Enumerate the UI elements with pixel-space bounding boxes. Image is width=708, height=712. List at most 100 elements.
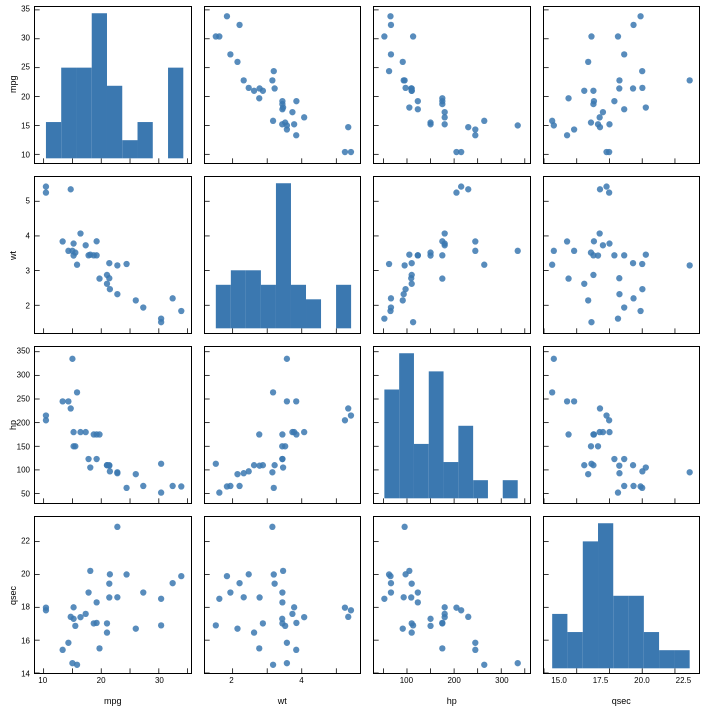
- scatter-point: [606, 121, 612, 127]
- scatter-point: [69, 248, 75, 254]
- scatter-point: [639, 286, 645, 292]
- scatter-point: [388, 51, 394, 57]
- scatter-point: [74, 389, 80, 395]
- scatter-point: [629, 462, 635, 468]
- scatter-point: [642, 251, 648, 257]
- scatter-qsec-vs-wt: [205, 517, 361, 673]
- scatter-point: [236, 483, 242, 489]
- scatter-point: [140, 304, 146, 310]
- scatter-point: [415, 589, 421, 595]
- hist-bar: [444, 462, 459, 498]
- scatter-point: [596, 186, 602, 192]
- scatter-point: [616, 462, 622, 468]
- scatter-point: [637, 13, 643, 19]
- scatter-point: [442, 109, 448, 115]
- hist-bar: [336, 285, 351, 329]
- scatter-point: [563, 238, 569, 244]
- xtick-label: 20.0: [634, 676, 650, 685]
- scatter-point: [104, 620, 110, 626]
- ticks: [205, 10, 336, 163]
- xtick-label: 20: [97, 676, 106, 685]
- hist-bar: [458, 426, 473, 499]
- scatter-point: [594, 121, 600, 127]
- scatter-point: [472, 640, 478, 646]
- scatter-point: [621, 456, 627, 462]
- scatter-point: [293, 132, 299, 138]
- scatter-point: [515, 660, 521, 666]
- scatter-point: [611, 456, 617, 462]
- scatter-point: [69, 660, 75, 666]
- scatter-point: [603, 412, 609, 418]
- scatter-point: [605, 189, 611, 195]
- scatter-point: [269, 389, 275, 395]
- hist-bar: [384, 390, 399, 499]
- scatter-point: [427, 616, 433, 622]
- hist-bar: [290, 285, 305, 329]
- scatter-point: [458, 183, 464, 189]
- scatter-point: [106, 260, 112, 266]
- scatter-point: [283, 122, 289, 128]
- scatter-point: [386, 261, 392, 267]
- scatter-point: [549, 389, 555, 395]
- scatter-point: [114, 291, 120, 297]
- hist-bar: [215, 285, 230, 329]
- scatter-point: [70, 604, 76, 610]
- scatter-point: [93, 456, 99, 462]
- xtick-label: 4: [299, 676, 303, 685]
- scatter-point: [271, 462, 277, 468]
- scatter-point: [212, 622, 218, 628]
- scatter-point: [415, 252, 421, 258]
- scatter-point: [85, 252, 91, 258]
- scatter-point: [69, 356, 75, 362]
- scatter-point: [439, 252, 445, 258]
- scatter-point: [240, 594, 246, 600]
- hist-bar: [245, 270, 260, 328]
- scatter-point: [279, 599, 285, 605]
- scatter-point: [140, 483, 146, 489]
- scatter-point: [96, 275, 102, 281]
- scatter-point: [93, 252, 99, 258]
- scatter-point: [347, 607, 353, 613]
- scatter-point: [402, 571, 408, 577]
- scatter-point: [408, 275, 414, 281]
- scatter-point: [133, 625, 139, 631]
- scatter-point: [345, 124, 351, 130]
- scatter-point: [565, 275, 571, 281]
- ytick-label: 250: [14, 394, 30, 403]
- scatter-point: [442, 611, 448, 617]
- scatter-point: [158, 461, 164, 467]
- hist-bar: [613, 596, 628, 669]
- scatter-point: [570, 126, 576, 132]
- ticks: [374, 201, 525, 333]
- scatter-wt-vs-mpg: [35, 177, 191, 333]
- scatter-point: [381, 33, 387, 39]
- scatter-point: [341, 417, 347, 423]
- scatter-point: [639, 468, 645, 474]
- scatter-point: [594, 443, 600, 449]
- scatter-point: [216, 596, 222, 602]
- ytick-label: 5: [14, 196, 30, 205]
- scatter-point: [93, 238, 99, 244]
- scatter-point: [289, 109, 295, 115]
- scatter-point: [227, 483, 233, 489]
- scatter-point: [106, 275, 112, 281]
- hist-bar: [76, 68, 91, 159]
- scatter-point: [114, 262, 120, 268]
- scatter-point: [301, 429, 307, 435]
- scatter-point: [621, 304, 627, 310]
- scatter-point: [279, 616, 285, 622]
- scatter-point: [133, 471, 139, 477]
- scatter-point: [283, 398, 289, 404]
- scatter-point: [269, 524, 275, 530]
- scatter-point: [282, 623, 288, 629]
- scatter-point: [43, 412, 49, 418]
- cell-mpg-mpg: [34, 6, 192, 164]
- scatter-point: [401, 594, 407, 600]
- scatter-point: [594, 252, 600, 258]
- xtick-label: 2: [229, 676, 233, 685]
- scatter-point: [481, 662, 487, 668]
- scatter-point: [439, 238, 445, 244]
- scatter-point: [279, 98, 285, 104]
- scatter-point: [581, 462, 587, 468]
- scatter-point: [256, 594, 262, 600]
